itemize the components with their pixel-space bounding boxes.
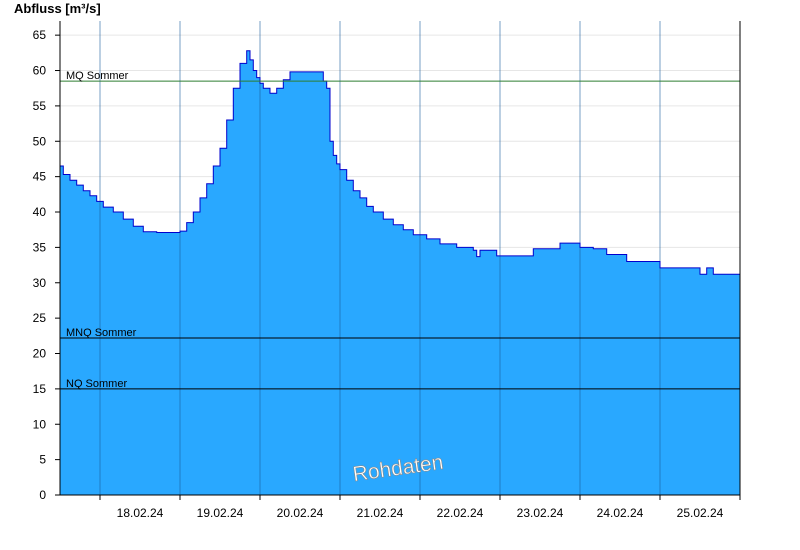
y-tick-label: 40 <box>33 205 47 219</box>
x-tick-label: 25.02.24 <box>677 506 724 520</box>
y-tick-label: 65 <box>33 28 47 42</box>
y-tick-label: 60 <box>33 64 47 78</box>
axes <box>59 21 741 496</box>
x-tick-label: 23.02.24 <box>517 506 564 520</box>
x-tick-label: 24.02.24 <box>597 506 644 520</box>
x-tick-label: 21.02.24 <box>357 506 404 520</box>
y-tick-label: 35 <box>33 240 47 254</box>
reference-line-label: MNQ Sommer <box>66 327 137 339</box>
x-tick-label: 19.02.24 <box>197 506 244 520</box>
y-tick-label: 20 <box>33 347 47 361</box>
y-axis-ticks: 0 5 10 15 20 25 30 35 40 45 50 55 60 65 <box>33 28 60 502</box>
y-tick-label: 15 <box>33 382 47 396</box>
discharge-line <box>60 50 740 275</box>
x-axis-ticks: 18.02.24 19.02.24 20.02.24 21.02.24 22.02.24… <box>99 495 741 520</box>
y-tick-label: 50 <box>33 134 47 148</box>
day-separator-lines <box>99 21 661 495</box>
y-tick-label: 25 <box>33 311 47 325</box>
x-tick-label: 22.02.24 <box>437 506 484 520</box>
y-tick-label: 0 <box>39 488 46 502</box>
x-tick-label: 18.02.24 <box>117 506 164 520</box>
reference-lines: MQ Sommer MNQ Sommer NQ Sommer <box>60 70 740 390</box>
reference-line-label: MQ Sommer <box>66 70 129 82</box>
y-tick-label: 5 <box>39 453 46 467</box>
discharge-area <box>60 50 740 495</box>
chart-title: Abfluss [m³/s] <box>14 1 101 16</box>
y-tick-label: 30 <box>33 276 47 290</box>
y-tick-label: 45 <box>33 170 47 184</box>
y-tick-label: 55 <box>33 99 47 113</box>
y-tick-label: 10 <box>33 417 47 431</box>
reference-line-label: NQ Sommer <box>66 378 127 390</box>
x-tick-label: 20.02.24 <box>277 506 324 520</box>
